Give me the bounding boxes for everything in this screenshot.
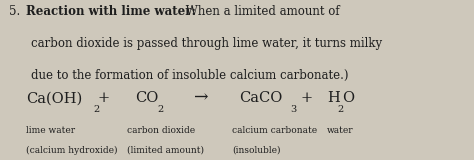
Text: 3: 3 xyxy=(290,105,296,114)
Text: CO: CO xyxy=(135,91,158,105)
Text: lime water: lime water xyxy=(26,126,75,135)
Text: 2: 2 xyxy=(337,105,344,114)
Text: calcium carbonate: calcium carbonate xyxy=(232,126,318,135)
Text: carbon dioxide: carbon dioxide xyxy=(127,126,195,135)
Text: H: H xyxy=(327,91,340,105)
Text: (limited amount): (limited amount) xyxy=(127,146,204,155)
Text: +: + xyxy=(97,91,109,105)
Text: →: → xyxy=(194,89,209,106)
Text: (insoluble): (insoluble) xyxy=(232,146,281,155)
Text: 2: 2 xyxy=(158,105,164,114)
Text: due to the formation of insoluble calcium carbonate.): due to the formation of insoluble calciu… xyxy=(31,69,348,82)
Text: CaCO: CaCO xyxy=(239,91,283,105)
Text: water: water xyxy=(327,126,354,135)
Text: (calcium hydroxide): (calcium hydroxide) xyxy=(26,146,118,155)
Text: O: O xyxy=(342,91,355,105)
Text: carbon dioxide is passed through lime water, it turns milky: carbon dioxide is passed through lime wa… xyxy=(31,37,382,50)
Text: Ca(OH): Ca(OH) xyxy=(26,91,82,105)
Text: 5.: 5. xyxy=(9,5,21,18)
Text: When a limited amount of: When a limited amount of xyxy=(182,5,340,18)
Text: +: + xyxy=(301,91,313,105)
Text: 2: 2 xyxy=(93,105,100,114)
Text: Reaction with lime water:: Reaction with lime water: xyxy=(26,5,196,18)
